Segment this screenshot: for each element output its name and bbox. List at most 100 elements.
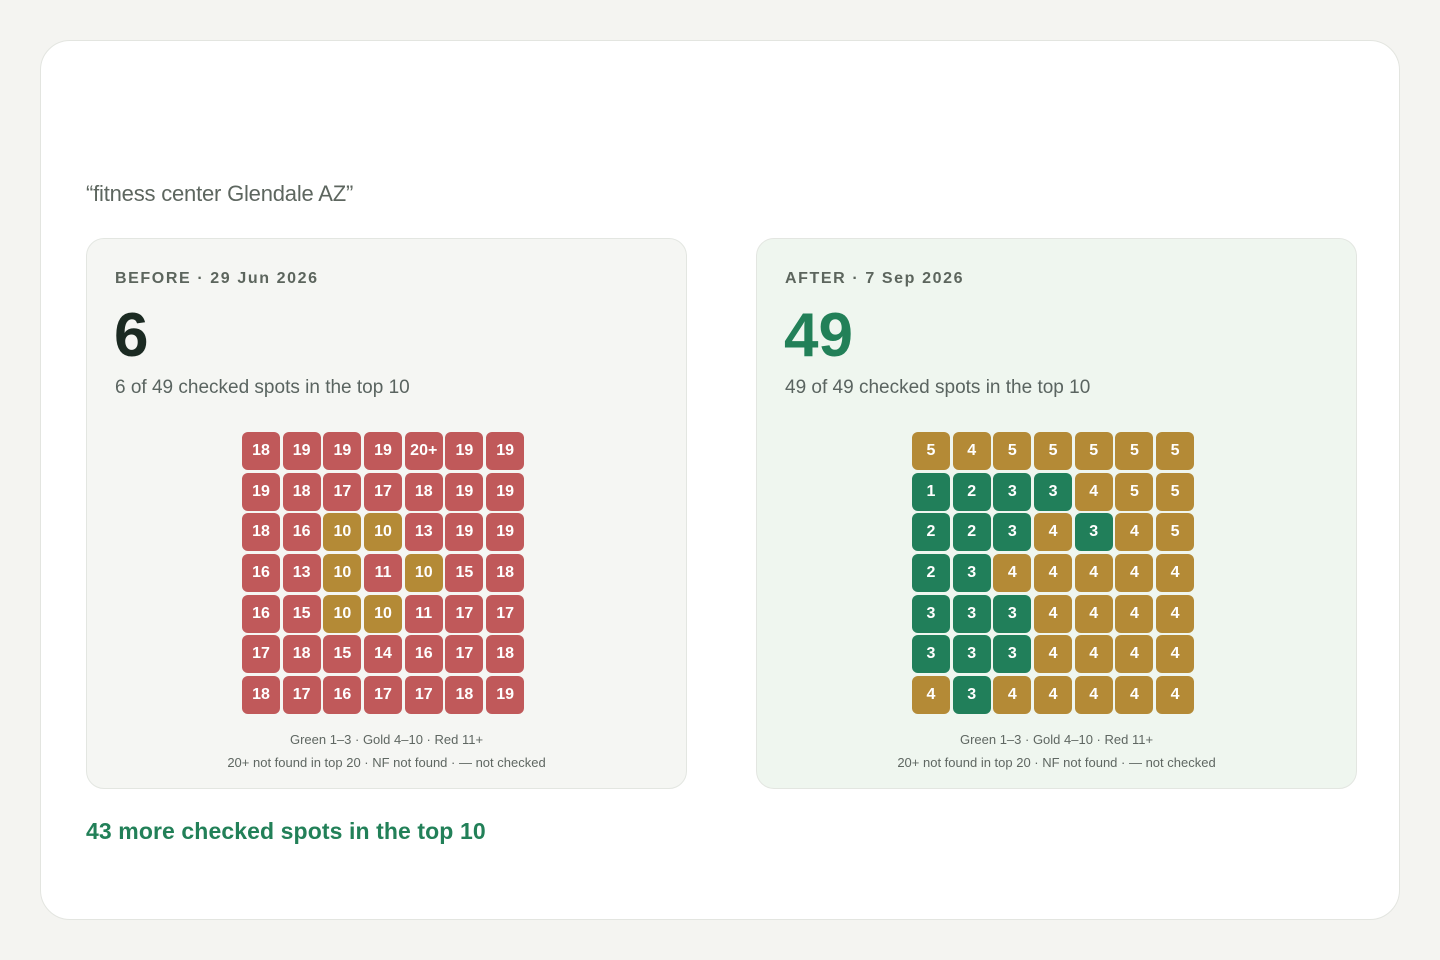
grid-cell: 3 — [952, 676, 991, 715]
grid-cell: 4 — [1034, 554, 1073, 593]
grid-cell: 11 — [364, 554, 403, 593]
grid-cell: 4 — [1034, 513, 1073, 552]
before-panel: BEFORE · 29 Jun 2026 6 6 of 49 checked s… — [86, 238, 687, 789]
grid-cell: 5 — [1115, 472, 1154, 511]
grid-cell: 15 — [282, 594, 321, 633]
grid-cell: 18 — [242, 513, 280, 552]
grid-cell: 18 — [486, 554, 525, 593]
grid-cell: 16 — [404, 635, 443, 674]
grid-cell: 19 — [323, 432, 362, 470]
grid-cell: 16 — [242, 594, 280, 633]
grid-cell: 10 — [364, 594, 403, 633]
grid-cell: 18 — [242, 676, 280, 715]
grid-cell: 10 — [323, 513, 362, 552]
grid-cell: 19 — [282, 432, 321, 470]
grid-cell: 13 — [404, 513, 443, 552]
grid-cell: 10 — [323, 554, 362, 593]
grid-cell: 3 — [952, 635, 991, 674]
grid-cell: 18 — [404, 472, 443, 511]
grid-cell: 4 — [1034, 676, 1073, 715]
grid-cell: 4 — [1034, 635, 1073, 674]
after-panel: AFTER · 7 Sep 2026 49 49 of 49 checked s… — [756, 238, 1357, 789]
grid-cell: 16 — [242, 554, 280, 593]
grid-cell: 4 — [1074, 554, 1113, 593]
after-count: 49 — [784, 301, 853, 370]
grid-cell: 19 — [364, 432, 403, 470]
search-query: “fitness center Glendale AZ” — [86, 181, 354, 206]
grid-cell: 4 — [1156, 635, 1195, 674]
grid-cell: 13 — [282, 554, 321, 593]
grid-cell: 2 — [912, 554, 950, 593]
grid-cell: 4 — [993, 554, 1032, 593]
grid-cell: 10 — [323, 594, 362, 633]
grid-cell: 18 — [486, 635, 525, 674]
before-rank-grid: 18 19 19 19 20+ 19 19 19 18 17 17 18 19 19 18 16 10 10 13 1… — [242, 432, 525, 715]
grid-cell: 5 — [1156, 472, 1195, 511]
grid-cell: 19 — [486, 432, 525, 470]
grid-cell: 18 — [282, 635, 321, 674]
grid-cell: 19 — [445, 513, 484, 552]
grid-cell: 18 — [242, 432, 280, 470]
grid-cell: 19 — [486, 676, 525, 715]
grid-cell: 4 — [1074, 594, 1113, 633]
grid-cell: 2 — [912, 513, 950, 552]
grid-cell: 19 — [486, 472, 525, 511]
grid-cell: 5 — [1156, 513, 1195, 552]
grid-cell: 18 — [282, 472, 321, 511]
grid-cell: 4 — [1156, 676, 1195, 715]
after-legend-colors: Green 1–3 · Gold 4–10 · Red 11+ — [959, 732, 1154, 747]
grid-cell: 3 — [912, 635, 950, 674]
before-legend-colors: Green 1–3 · Gold 4–10 · Red 11+ — [289, 732, 484, 747]
improvement-summary: 43 more checked spots in the top 10 — [86, 818, 486, 844]
grid-cell: 4 — [993, 676, 1032, 715]
grid-cell: 4 — [1115, 594, 1154, 633]
grid-cell: 16 — [282, 513, 321, 552]
grid-cell: 5 — [993, 432, 1032, 470]
report-card: “fitness center Glendale AZ” BEFORE · 29… — [40, 40, 1400, 920]
grid-cell: 19 — [486, 513, 525, 552]
grid-cell: 5 — [1115, 432, 1154, 470]
grid-cell: 19 — [445, 472, 484, 511]
grid-cell: 3 — [1074, 513, 1113, 552]
before-description: 6 of 49 checked spots in the top 10 — [115, 377, 410, 398]
grid-cell: 5 — [1034, 432, 1073, 470]
grid-cell: 4 — [1074, 676, 1113, 715]
grid-cell: 3 — [1034, 472, 1073, 511]
grid-cell: 4 — [1115, 676, 1154, 715]
grid-cell: 4 — [952, 432, 991, 470]
grid-cell: 3 — [993, 513, 1032, 552]
grid-cell: 14 — [364, 635, 403, 674]
grid-cell: 3 — [993, 594, 1032, 633]
grid-cell: 4 — [1115, 635, 1154, 674]
grid-cell: 3 — [952, 594, 991, 633]
grid-cell: 17 — [364, 676, 403, 715]
grid-cell: 17 — [404, 676, 443, 715]
grid-cell: 3 — [993, 635, 1032, 674]
grid-cell: 17 — [364, 472, 403, 511]
grid-cell: 15 — [323, 635, 362, 674]
grid-cell: 18 — [445, 676, 484, 715]
before-legend-codes: 20+ not found in top 20 · NF not found ·… — [227, 755, 546, 770]
grid-cell: 17 — [282, 676, 321, 715]
grid-cell: 4 — [1074, 635, 1113, 674]
grid-cell: 19 — [242, 472, 280, 511]
after-legend-codes: 20+ not found in top 20 · NF not found ·… — [897, 755, 1216, 770]
after-description: 49 of 49 checked spots in the top 10 — [785, 377, 1091, 398]
grid-cell: 4 — [1074, 472, 1113, 511]
grid-cell: 1 — [912, 472, 950, 511]
grid-cell: 17 — [445, 594, 484, 633]
grid-cell: 15 — [445, 554, 484, 593]
grid-cell: 19 — [445, 432, 484, 470]
grid-cell: 3 — [912, 594, 950, 633]
grid-cell: 10 — [364, 513, 403, 552]
grid-cell: 10 — [404, 554, 443, 593]
grid-cell: 4 — [1034, 594, 1073, 633]
grid-cell: 17 — [323, 472, 362, 511]
grid-cell: 3 — [952, 554, 991, 593]
after-label: AFTER · 7 Sep 2026 — [785, 270, 965, 287]
grid-cell: 11 — [404, 594, 443, 633]
grid-cell: 17 — [242, 635, 280, 674]
grid-cell: 16 — [323, 676, 362, 715]
grid-cell: 4 — [1115, 513, 1154, 552]
